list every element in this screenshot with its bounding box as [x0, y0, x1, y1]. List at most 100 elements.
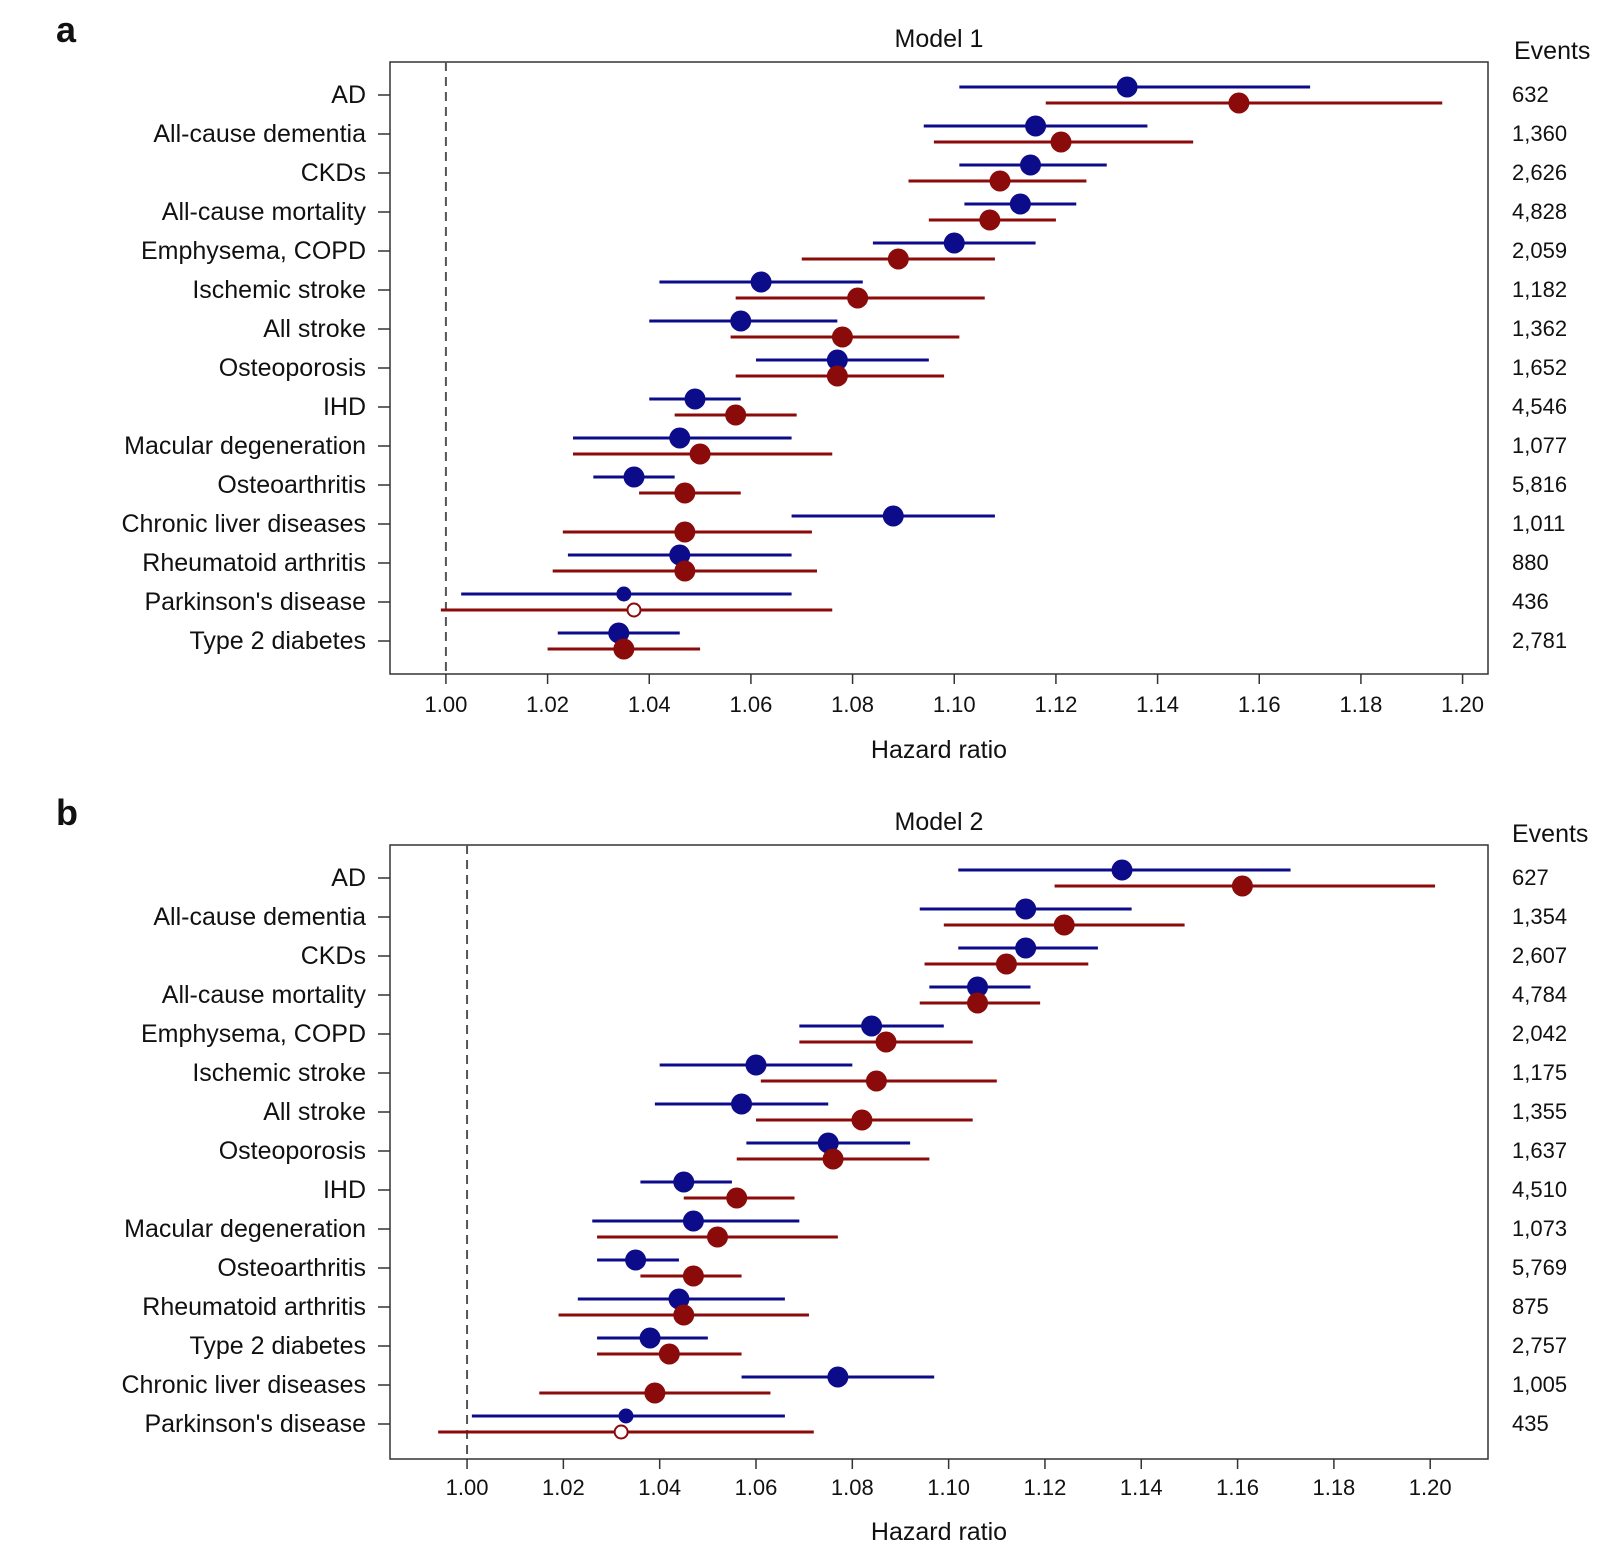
events-value: 5,769	[1512, 1255, 1567, 1280]
x-tick-label: 1.04	[628, 692, 671, 717]
point-estimate	[827, 1366, 849, 1388]
events-value: 875	[1512, 1294, 1549, 1319]
events-value: 2,626	[1512, 160, 1567, 185]
point-estimate	[682, 1210, 704, 1232]
events-value: 1,354	[1512, 904, 1567, 929]
point-estimate	[882, 505, 904, 527]
events-value: 2,059	[1512, 238, 1567, 263]
point-estimate	[979, 209, 1001, 231]
category-label: IHD	[323, 1176, 366, 1204]
point-estimate	[1015, 937, 1037, 959]
events-value: 1,360	[1512, 121, 1567, 146]
point-estimate	[1015, 898, 1037, 920]
point-estimate	[875, 1031, 897, 1053]
x-tick-label: 1.16	[1216, 1475, 1259, 1500]
events-value: 1,362	[1512, 316, 1567, 341]
events-value: 5,816	[1512, 472, 1567, 497]
x-tick-label: 1.18	[1312, 1475, 1355, 1500]
events-value: 2,042	[1512, 1021, 1567, 1046]
events-value: 880	[1512, 550, 1549, 575]
point-estimate	[1053, 914, 1075, 936]
x-tick-label: 1.12	[1024, 1475, 1067, 1500]
category-label: Macular degeneration	[124, 1215, 366, 1243]
point-estimate	[1228, 92, 1250, 114]
point-estimate	[861, 1015, 883, 1037]
x-tick-label: 1.06	[735, 1475, 778, 1500]
point-estimate	[674, 521, 696, 543]
point-estimate-open	[613, 1424, 629, 1440]
category-label: Type 2 diabetes	[189, 627, 366, 655]
events-value: 1,077	[1512, 433, 1567, 458]
events-value: 436	[1512, 589, 1549, 614]
point-estimate	[639, 1327, 661, 1349]
point-estimate	[851, 1109, 873, 1131]
category-label: Rheumatoid arthritis	[142, 549, 366, 577]
events-value: 2,607	[1512, 943, 1567, 968]
plot-frame	[389, 844, 1489, 1460]
events-header: Events	[1514, 37, 1590, 65]
category-label: AD	[331, 864, 366, 892]
point-estimate	[1111, 859, 1133, 881]
category-label: CKDs	[301, 159, 366, 187]
point-estimate	[618, 1408, 634, 1424]
point-estimate	[1020, 154, 1041, 176]
category-label: Macular degeneration	[124, 432, 366, 460]
events-header: Events	[1512, 820, 1588, 848]
point-estimate	[673, 1171, 695, 1193]
x-tick-label: 1.02	[542, 1475, 585, 1500]
category-label: Osteoarthritis	[217, 1254, 366, 1282]
point-estimate	[745, 1054, 767, 1076]
category-label: IHD	[323, 393, 366, 421]
point-estimate	[623, 466, 645, 488]
events-value: 435	[1512, 1411, 1549, 1436]
point-estimate	[616, 586, 632, 602]
x-tick-label: 1.02	[526, 692, 569, 717]
category-label: Parkinson's disease	[144, 588, 366, 616]
point-estimate	[689, 443, 711, 465]
events-value: 4,828	[1512, 199, 1567, 224]
point-estimate	[831, 326, 853, 348]
point-estimate	[682, 1265, 704, 1287]
x-tick-label: 1.12	[1035, 692, 1078, 717]
category-label: Osteoporosis	[219, 1137, 366, 1165]
category-label: Chronic liver diseases	[121, 510, 366, 538]
point-estimate	[1050, 131, 1072, 153]
x-tick-label: 1.04	[638, 1475, 681, 1500]
point-estimate	[669, 427, 691, 449]
point-estimate	[658, 1343, 680, 1365]
panel-b: b Model 2 Events AD All-cause dementia CKD…	[56, 792, 1588, 1546]
point-estimate-open	[626, 602, 642, 618]
point-estimate	[613, 638, 635, 660]
events-value: 1,182	[1512, 277, 1567, 302]
point-estimate	[644, 1382, 666, 1404]
x-tick-label: 1.14	[1136, 692, 1179, 717]
category-label: Parkinson's disease	[144, 1410, 366, 1438]
x-axis-label: Hazard ratio	[871, 736, 1007, 764]
point-estimate	[725, 404, 747, 426]
events-value: 4,546	[1512, 394, 1567, 419]
events-value: 1,355	[1512, 1099, 1567, 1124]
point-estimate	[706, 1226, 728, 1248]
x-tick-label: 1.14	[1120, 1475, 1163, 1500]
point-estimate	[625, 1249, 647, 1271]
point-estimate	[865, 1070, 887, 1092]
category-label: All-cause dementia	[153, 120, 366, 148]
category-label: CKDs	[301, 942, 366, 970]
events-value: 2,757	[1512, 1333, 1567, 1358]
point-estimate	[608, 622, 630, 644]
x-tick-label: 1.00	[446, 1475, 489, 1500]
events-value: 1,073	[1512, 1216, 1567, 1241]
point-estimate	[826, 349, 848, 371]
category-label: Emphysema, COPD	[141, 1020, 366, 1048]
x-tick-label: 1.20	[1409, 1475, 1452, 1500]
point-estimate	[1009, 193, 1031, 215]
point-estimate	[1116, 76, 1138, 98]
events-value: 627	[1512, 865, 1549, 890]
point-estimate	[887, 248, 909, 270]
plot-frame	[389, 61, 1489, 675]
x-tick-label: 1.10	[927, 1475, 970, 1500]
point-estimate	[684, 388, 706, 410]
point-estimate	[1025, 115, 1047, 137]
category-label: All-cause dementia	[153, 903, 366, 931]
events-value: 1,652	[1512, 355, 1567, 380]
